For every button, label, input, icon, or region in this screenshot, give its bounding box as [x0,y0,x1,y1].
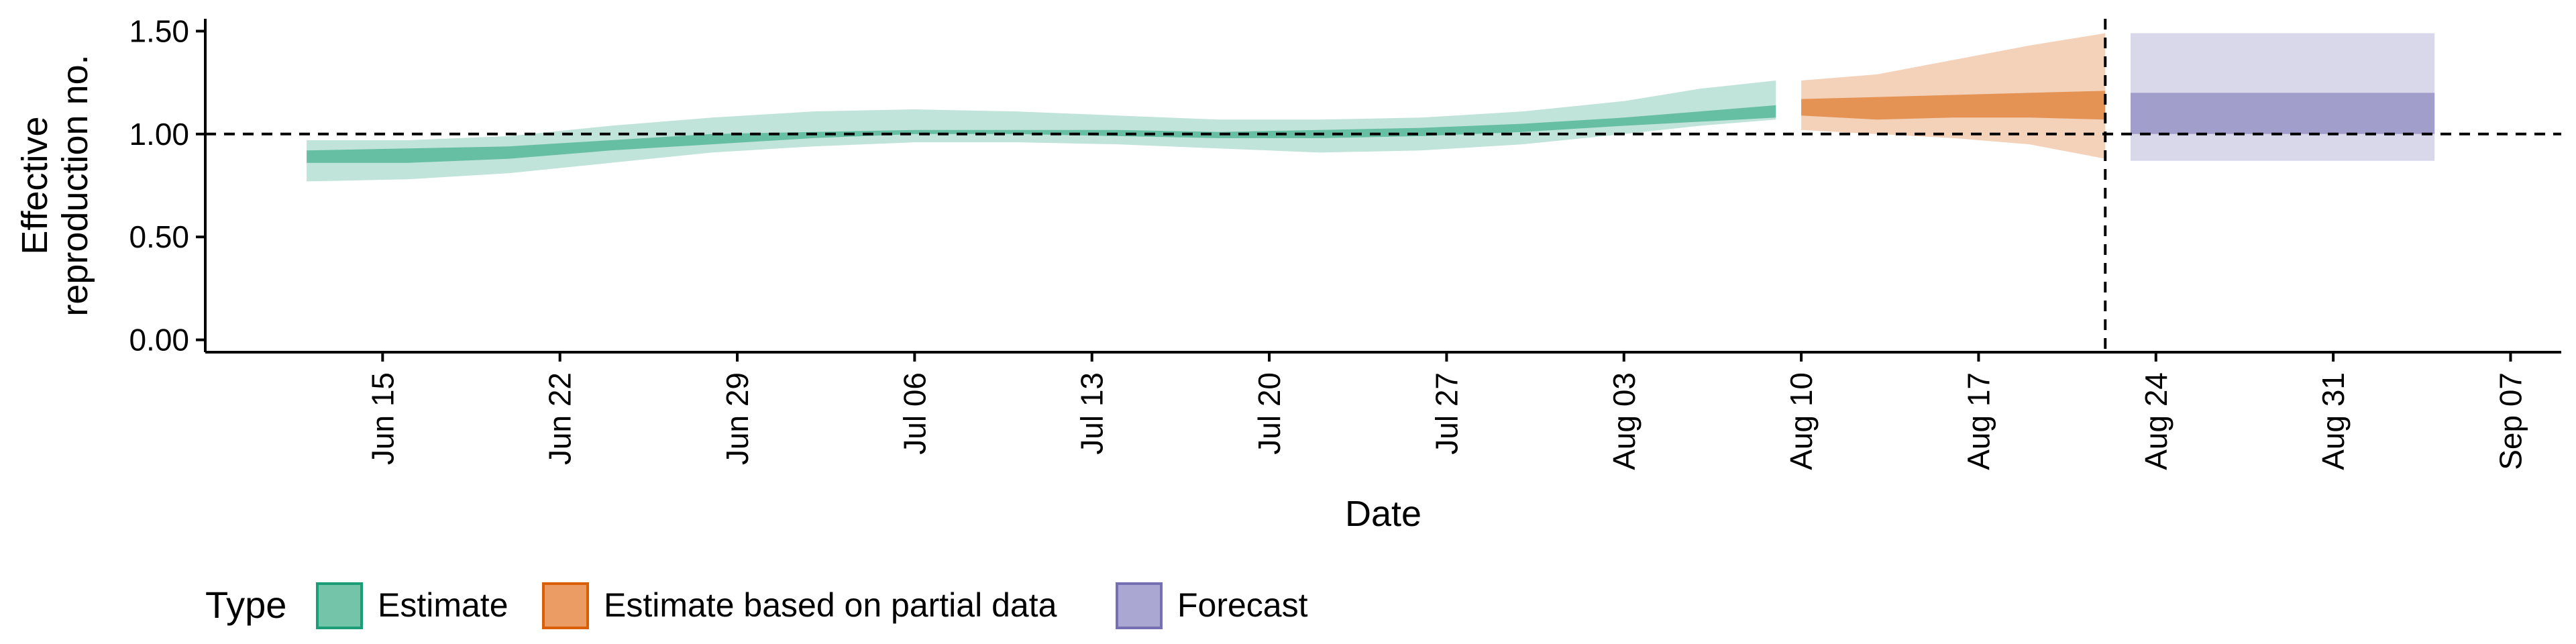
y-tick-label: 1.00 [129,117,189,152]
reference-lines [205,19,2561,352]
x-tick-label: Jul 13 [1075,372,1110,455]
legend-label-2: Forecast [1177,586,1308,624]
axis-labels: Effectivereproduction no. Date [15,54,1421,534]
x-tick-label: Jun 22 [543,372,578,465]
y-axis-label-line: Effective [15,116,55,254]
forecast-ribbon-50 [2131,93,2435,134]
legend-label-0: Estimate [378,586,508,624]
x-tick-label: Aug 17 [1961,372,1996,470]
legend-label-1: Estimate based on partial data [604,586,1057,624]
legend-title: Type [205,584,286,626]
x-tick-label: Aug 03 [1607,372,1642,470]
y-axis-label-line: reproduction no. [55,54,95,316]
x-axis-label: Date [1345,494,1421,534]
legend-swatch-0 [316,582,363,629]
x-tick-label: Aug 10 [1784,372,1819,470]
x-tick-label: Jun 15 [365,372,400,465]
x-tick-label: Jul 06 [897,372,932,455]
x-tick-label: Jul 20 [1252,372,1287,455]
legend-swatch-2 [1116,582,1163,629]
x-tick-label: Sep 07 [2493,372,2528,470]
y-axis-label: Effectivereproduction no. [15,54,95,316]
ribbons [307,33,2435,182]
x-tick-label: Jun 29 [720,372,755,465]
x-tick-label: Aug 31 [2316,372,2351,470]
legend: Type Estimate Estimate based on partial da… [205,582,1308,629]
partial-ribbon-50 [1801,91,2106,120]
axes: 0.00 0.50 1.00 1.50 Jun 15 Jun 22 Jun 29 Jul 06… [129,13,2561,470]
y-tick-label: 0.50 [129,219,189,254]
x-tick-label: Jul 27 [1429,372,1464,455]
legend-swatch-1 [542,582,589,629]
y-tick-label: 1.50 [129,13,189,48]
x-tick-label: Aug 24 [2139,372,2174,470]
y-tick-label: 0.00 [129,323,189,358]
